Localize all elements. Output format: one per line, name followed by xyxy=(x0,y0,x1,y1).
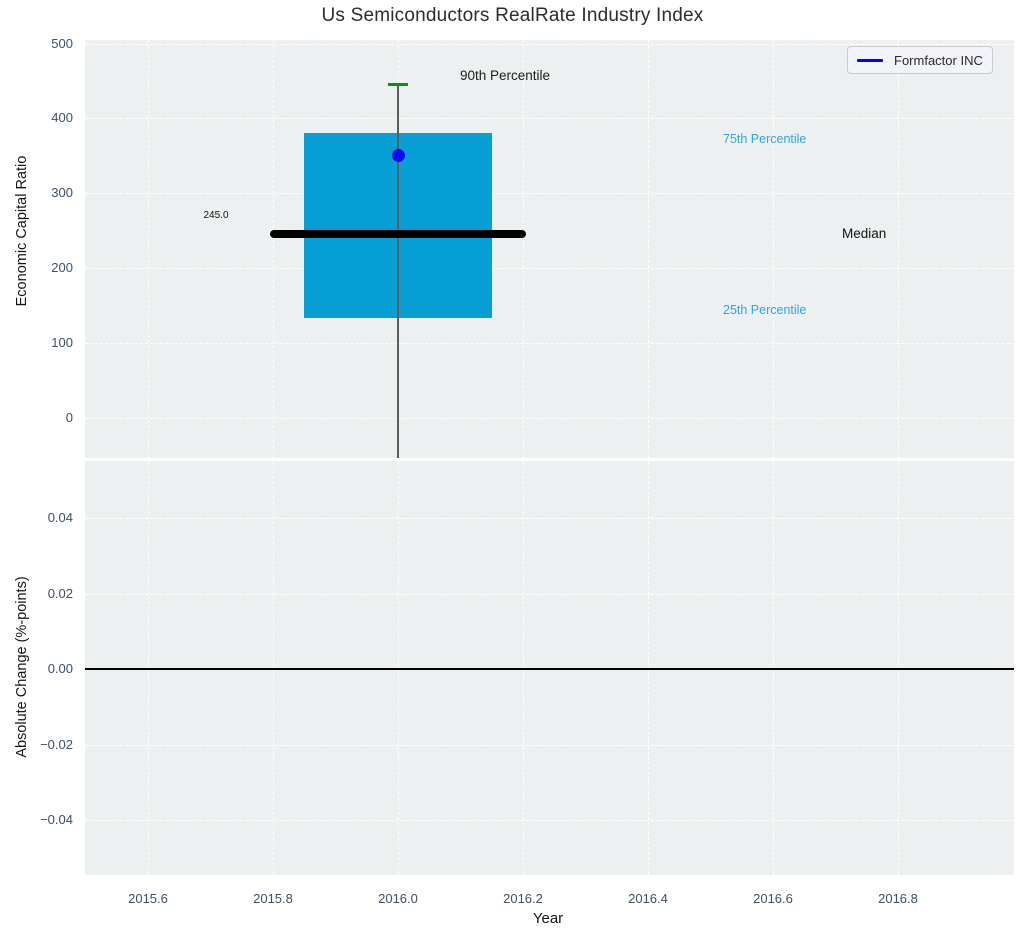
x-tick-label: 2015.8 xyxy=(253,891,293,906)
gridline xyxy=(85,418,1014,419)
y-tick-label: 0 xyxy=(65,410,73,425)
y-tick-label: 200 xyxy=(51,260,73,276)
gridline xyxy=(85,268,1014,270)
company-data-point xyxy=(391,149,405,163)
legend-line-icon xyxy=(857,58,883,62)
gridline xyxy=(898,40,899,458)
gridline xyxy=(148,40,149,458)
x-tick-label: 2016.6 xyxy=(753,891,793,906)
gridline xyxy=(85,518,1014,519)
y-axis-label-top: Economic Capital Ratio xyxy=(14,155,30,307)
y-tick-label: −0.04 xyxy=(40,812,73,827)
gridline xyxy=(773,40,774,458)
gridline xyxy=(523,40,524,458)
label-median: Median xyxy=(842,226,887,241)
zero-change-line xyxy=(85,668,1014,670)
label-90th-percentile: 90th Percentile xyxy=(460,68,551,83)
gridline xyxy=(85,118,1014,120)
label-75th-percentile: 75th Percentile xyxy=(723,132,807,146)
x-tick-label: 2016.4 xyxy=(628,891,668,906)
gridline xyxy=(85,193,1014,195)
legend-box: Formfactor INC xyxy=(847,46,993,74)
gridline xyxy=(85,820,1014,821)
top-plot-area xyxy=(85,40,1014,458)
boxplot-median-line xyxy=(269,230,527,239)
x-tick-label: 2016.8 xyxy=(878,891,918,906)
label-median-value: 245.0 xyxy=(203,210,229,221)
legend-label: Formfactor INC xyxy=(894,52,983,68)
gridline xyxy=(85,343,1014,345)
gridline xyxy=(85,744,1014,746)
gridline xyxy=(648,40,649,458)
y-tick-label: 300 xyxy=(51,185,73,201)
x-tick-label: 2016.2 xyxy=(503,891,543,906)
y-tick-label: 0.00 xyxy=(47,661,73,676)
label-25th-percentile: 25th Percentile xyxy=(723,303,807,317)
chart-title: Us Semiconductors RealRate Industry Inde… xyxy=(321,5,704,26)
y-tick-label: −0.02 xyxy=(40,736,73,752)
boxplot-whisker-line xyxy=(397,83,399,458)
y-tick-label: 400 xyxy=(51,110,73,126)
y-tick-label: 0.02 xyxy=(47,585,73,601)
gridline xyxy=(85,43,1014,45)
x-axis-label: Year xyxy=(532,910,564,927)
x-tick-label: 2016.0 xyxy=(378,891,418,906)
gridline xyxy=(85,593,1014,595)
y-tick-label: 500 xyxy=(51,35,73,51)
gridline xyxy=(273,40,274,458)
y-tick-label: 100 xyxy=(51,335,73,351)
x-tick-label: 2015.6 xyxy=(128,891,168,906)
boxplot-90th-cap xyxy=(388,82,408,86)
y-tick-label: 0.04 xyxy=(47,510,73,525)
